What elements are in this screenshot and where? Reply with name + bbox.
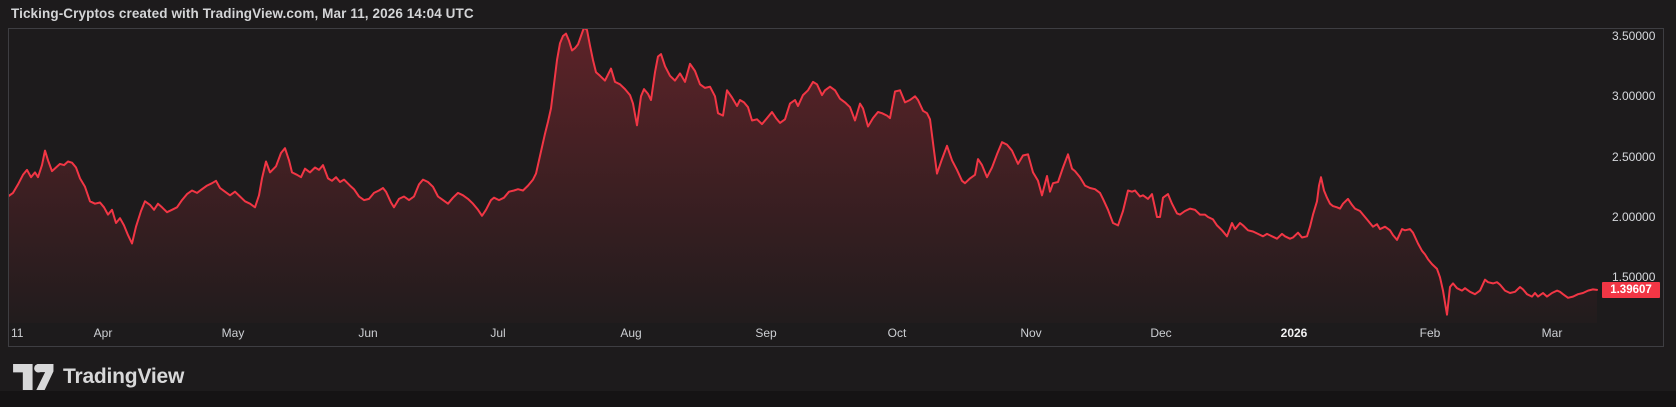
x-axis-label: Oct — [887, 326, 907, 340]
x-axis-label: Jun — [358, 326, 378, 340]
x-axis-label: Apr — [93, 326, 113, 340]
price-line — [9, 29, 1598, 316]
x-axis-label: Mar — [1541, 326, 1563, 340]
y-axis-label: 2.50000 — [1612, 149, 1656, 164]
x-axis-label: Dec — [1150, 326, 1172, 340]
y-axis-label: 3.00000 — [1612, 89, 1656, 104]
last-price-badge: 1.39607 — [1602, 281, 1660, 298]
x-axis-label: May — [221, 326, 245, 340]
x-axis-label: 11 — [11, 326, 24, 340]
x-axis-label-year: 2026 — [1280, 326, 1308, 340]
y-axis-label: 3.50000 — [1612, 29, 1656, 43]
footer-strip — [0, 391, 1676, 407]
x-axis-label: Feb — [1419, 326, 1441, 340]
price-plot[interactable] — [9, 29, 1601, 323]
tradingview-logo[interactable]: TradingView — [13, 363, 184, 390]
x-axis-label: Jul — [490, 326, 506, 340]
tradingview-logo-icon — [13, 363, 54, 390]
y-axis-label: 2.00000 — [1612, 210, 1656, 224]
area-fill — [9, 29, 1597, 323]
tradingview-logo-text: TradingView — [63, 365, 185, 388]
x-axis-label: Nov — [1020, 326, 1042, 340]
chart-pane[interactable]: 3.50000 3.00000 2.50000 2.00000 1.50000 11 Ap… — [8, 28, 1664, 347]
x-axis-label: Aug — [620, 326, 642, 340]
x-axis-label: Sep — [755, 326, 777, 340]
y-axis-label: 1.50000 — [1612, 270, 1656, 285]
chart-title: Ticking-Cryptos created with TradingView… — [11, 6, 474, 21]
